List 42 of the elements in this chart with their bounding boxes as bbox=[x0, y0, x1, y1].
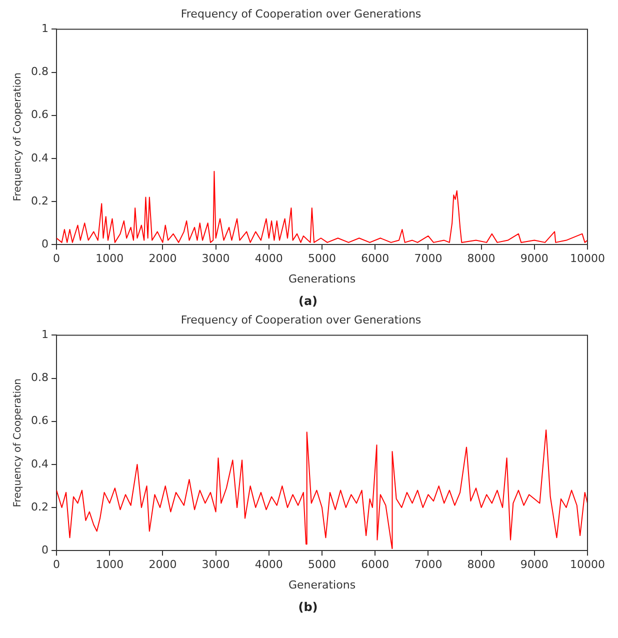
x-tick-label: 7000 bbox=[414, 252, 442, 266]
y-tick-label: 0.4 bbox=[30, 457, 48, 470]
x-tick-label: 3000 bbox=[202, 558, 230, 572]
x-tick-label: 1000 bbox=[96, 558, 124, 572]
y-tick-label: 1 bbox=[41, 22, 48, 36]
x-axis-title: Generations bbox=[288, 272, 356, 286]
y-tick-label: 0.6 bbox=[30, 414, 48, 428]
x-tick-label: 7000 bbox=[414, 558, 442, 572]
x-tick-label: 9000 bbox=[520, 252, 548, 266]
y-axis-title: Frequency of Cooperation bbox=[12, 378, 24, 508]
x-tick-label: 6000 bbox=[361, 558, 390, 572]
x-tick-label: 2000 bbox=[148, 558, 177, 572]
x-tick-label: 8000 bbox=[467, 558, 496, 572]
x-tick-label: 1000 bbox=[96, 252, 124, 266]
text: (a) bbox=[297, 294, 319, 308]
x-tick-label: 0 bbox=[52, 252, 60, 266]
y-axis-title: Frequency of Cooperation bbox=[12, 72, 24, 202]
x-tick-label: 8000 bbox=[467, 252, 496, 266]
x-tick-label: 10000 bbox=[570, 558, 606, 572]
chart-title: Frequency of Cooperation over Generations bbox=[180, 7, 422, 20]
x-tick-label: 5000 bbox=[308, 252, 336, 266]
y-tick-label: 1 bbox=[41, 328, 48, 342]
x-axis-title: Generations bbox=[288, 578, 356, 592]
y-tick-label: 0.6 bbox=[30, 108, 48, 122]
x-tick-label: 3000 bbox=[202, 252, 230, 266]
x-tick-label: 5000 bbox=[308, 558, 336, 572]
y-tick-label: 0.8 bbox=[30, 65, 48, 78]
x-tick-label: 10000 bbox=[570, 252, 606, 266]
y-tick-label: 0 bbox=[41, 237, 48, 250]
y-tick-label: 0.8 bbox=[30, 371, 48, 384]
x-tick-label: 6000 bbox=[361, 252, 390, 266]
y-tick-label: 0 bbox=[41, 543, 48, 556]
y-tick-label: 0.2 bbox=[30, 500, 48, 514]
x-tick-label: 9000 bbox=[520, 558, 548, 572]
text: (b) bbox=[297, 600, 319, 614]
x-tick-label: 4000 bbox=[254, 558, 283, 572]
y-tick-label: 0.4 bbox=[30, 151, 48, 164]
chart-title: Frequency of Cooperation over Generations bbox=[180, 313, 422, 326]
x-tick-label: 0 bbox=[52, 558, 60, 572]
x-tick-label: 4000 bbox=[254, 252, 283, 266]
y-tick-label: 0.2 bbox=[30, 194, 48, 208]
x-tick-label: 2000 bbox=[148, 252, 177, 266]
